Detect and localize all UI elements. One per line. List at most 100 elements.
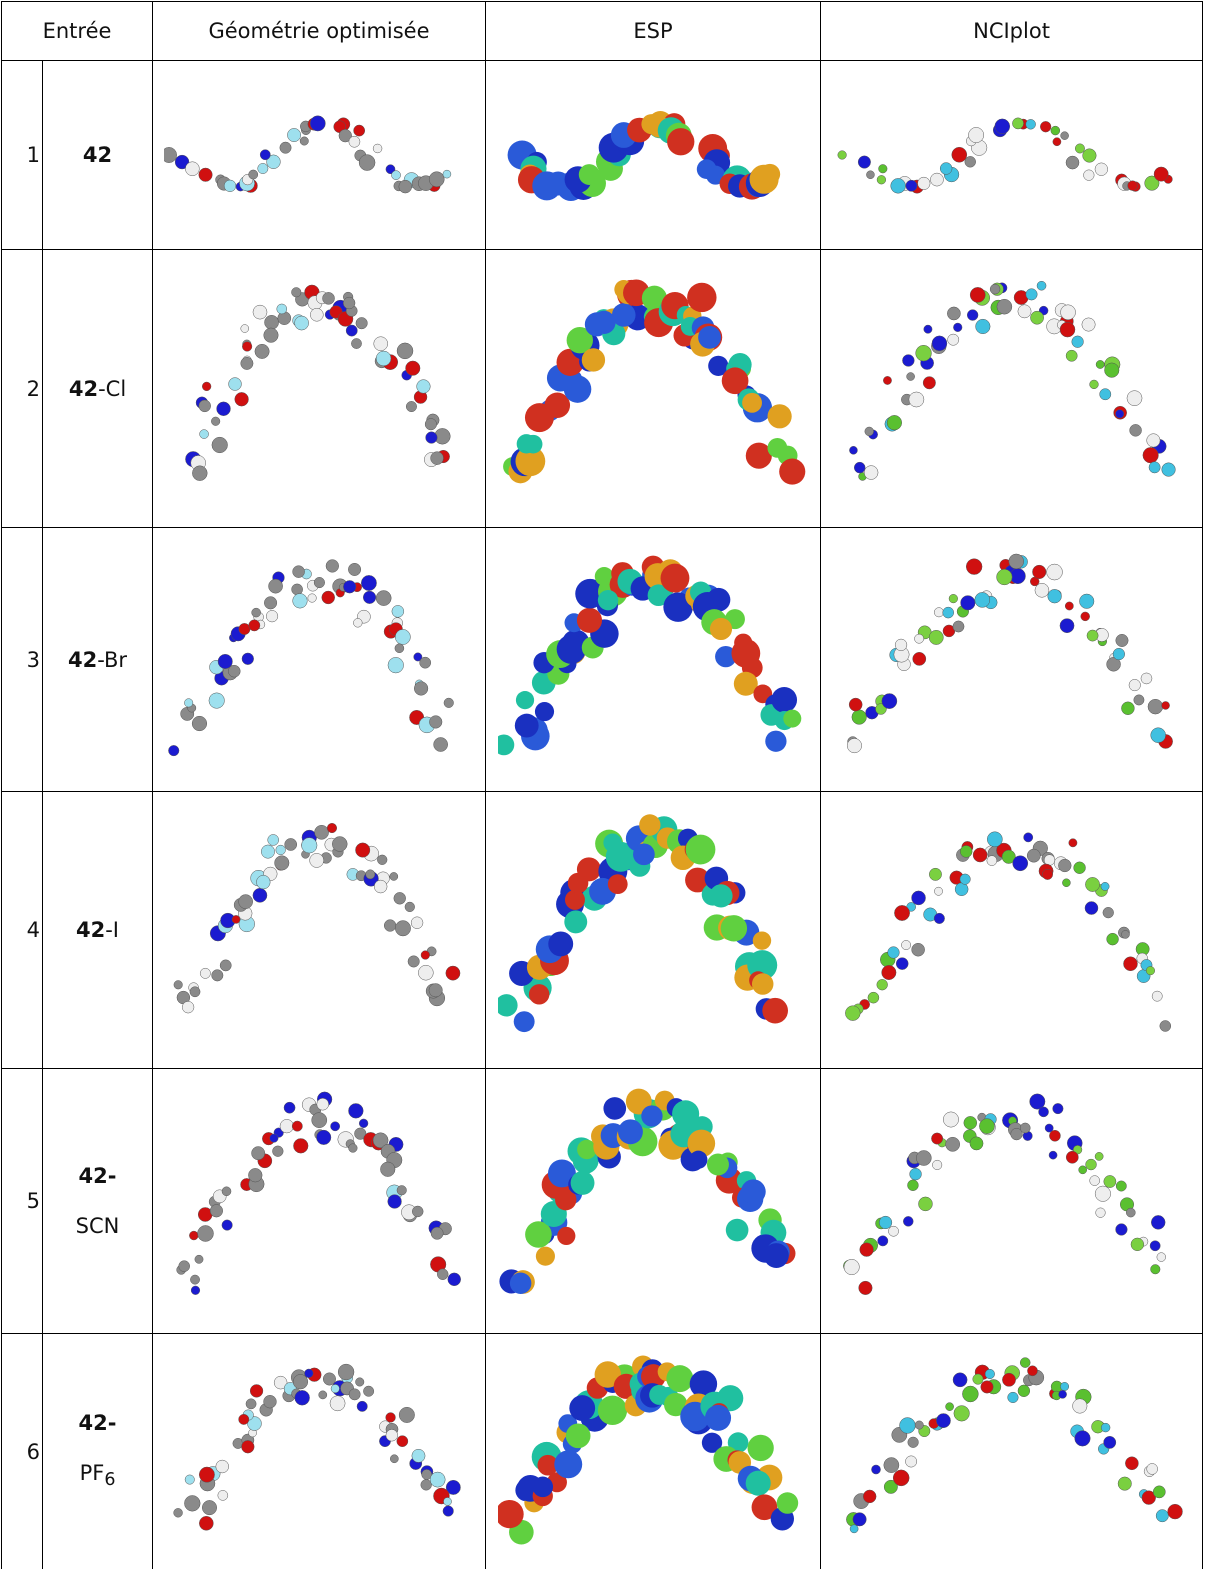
esp-cell xyxy=(486,250,821,528)
atom xyxy=(1118,1477,1131,1490)
atom xyxy=(1060,305,1075,320)
atom xyxy=(571,1171,595,1195)
atom xyxy=(1082,149,1096,163)
compound-cell: 42-I xyxy=(43,792,153,1069)
atom xyxy=(1084,902,1097,915)
atom xyxy=(883,1458,898,1473)
atom xyxy=(250,1385,263,1398)
geo-image xyxy=(164,1084,474,1318)
atom xyxy=(280,142,291,153)
atom xyxy=(184,699,192,707)
atom xyxy=(579,164,600,185)
atom xyxy=(639,814,660,835)
atom xyxy=(689,1151,707,1169)
atom xyxy=(1095,1152,1103,1160)
atom xyxy=(395,644,404,653)
atom xyxy=(395,921,410,936)
atom xyxy=(305,1369,314,1378)
atom xyxy=(514,1011,535,1032)
atom xyxy=(222,1187,231,1196)
atom xyxy=(414,682,428,696)
atom xyxy=(929,630,943,644)
atom xyxy=(1126,391,1141,406)
atom xyxy=(923,377,935,389)
atom xyxy=(239,1414,249,1424)
atom xyxy=(351,338,361,348)
nci-image xyxy=(832,76,1192,234)
geo-cell xyxy=(153,61,486,250)
atom xyxy=(709,884,732,907)
atom xyxy=(612,303,636,327)
atom xyxy=(1123,957,1137,971)
atom xyxy=(300,137,308,145)
atom xyxy=(425,418,437,430)
atom xyxy=(349,1389,360,1400)
atom xyxy=(1060,1382,1068,1390)
header-row: Entrée Géométrie optimisée ESP NCIplot xyxy=(2,2,1203,61)
atom xyxy=(1066,350,1077,361)
atom xyxy=(295,1390,310,1405)
atom xyxy=(388,1195,402,1209)
atom xyxy=(498,734,514,755)
esp-cell xyxy=(486,61,821,250)
atom xyxy=(881,694,896,709)
atom xyxy=(356,843,370,857)
atom xyxy=(934,913,945,924)
atom xyxy=(412,1206,423,1217)
entry-number: 1 xyxy=(2,61,43,250)
atom xyxy=(295,316,309,330)
atom xyxy=(1086,630,1097,641)
esp-cell xyxy=(486,792,821,1069)
atom xyxy=(359,1119,368,1128)
atom xyxy=(376,591,391,606)
atom xyxy=(877,1236,887,1246)
atom xyxy=(746,1471,771,1496)
atom xyxy=(308,594,317,603)
atom xyxy=(783,710,801,728)
atom xyxy=(1152,991,1162,1001)
atom xyxy=(1025,119,1035,129)
atom xyxy=(1025,289,1036,300)
atom xyxy=(864,427,873,436)
atom xyxy=(264,1395,277,1408)
atom xyxy=(959,874,970,885)
geo-image xyxy=(164,76,474,234)
atom xyxy=(990,284,1000,294)
atom xyxy=(1106,933,1118,945)
esp-image xyxy=(498,543,808,776)
atom xyxy=(256,875,270,889)
compound-number: 42 xyxy=(68,648,97,672)
atom xyxy=(1027,849,1040,862)
atom xyxy=(275,856,289,870)
compound-number: 42 xyxy=(69,377,98,401)
atom xyxy=(618,1119,643,1144)
atom xyxy=(871,1465,880,1474)
entry-number: 2 xyxy=(2,250,43,528)
atom xyxy=(887,947,899,959)
atom xyxy=(377,855,387,865)
atom xyxy=(960,596,975,611)
atom xyxy=(1096,360,1104,368)
atom xyxy=(1007,1392,1018,1403)
atom xyxy=(1133,695,1143,705)
atom xyxy=(1023,833,1032,842)
atom xyxy=(1161,701,1169,709)
atom xyxy=(970,287,985,302)
atom xyxy=(1095,1186,1111,1202)
atom xyxy=(1073,862,1085,874)
atom xyxy=(1083,170,1094,181)
atom xyxy=(777,1492,799,1514)
atom xyxy=(577,857,601,881)
atom xyxy=(915,345,931,361)
atom xyxy=(548,931,573,956)
atom xyxy=(1049,1130,1060,1141)
atom xyxy=(199,1467,214,1482)
atom xyxy=(1115,634,1127,646)
atom xyxy=(633,843,655,865)
atom xyxy=(967,310,978,321)
atom xyxy=(698,326,721,349)
